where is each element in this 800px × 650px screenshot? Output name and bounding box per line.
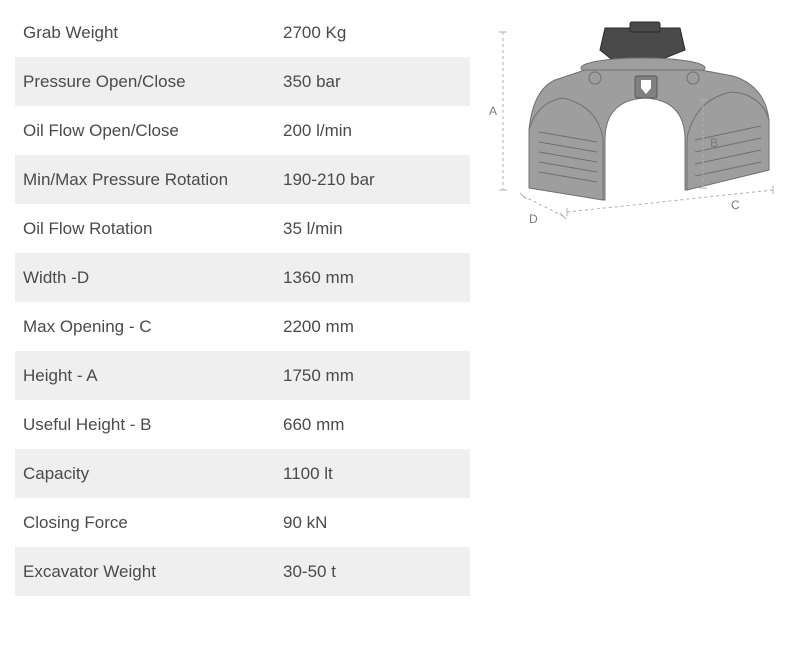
spec-label: Useful Height - B bbox=[23, 415, 283, 435]
spec-value: 660 mm bbox=[283, 415, 344, 435]
spec-row: Max Opening - C2200 mm bbox=[15, 302, 470, 351]
spec-row: Capacity1100 lt bbox=[15, 449, 470, 498]
spec-value: 190-210 bar bbox=[283, 170, 375, 190]
spec-label: Width -D bbox=[23, 268, 283, 288]
spec-value: 90 kN bbox=[283, 513, 327, 533]
spec-label: Capacity bbox=[23, 464, 283, 484]
dim-label-c: C bbox=[731, 198, 740, 212]
spec-table: Grab Weight2700 KgPressure Open/Close350… bbox=[0, 0, 470, 650]
spec-value: 2700 Kg bbox=[283, 23, 346, 43]
spec-value: 200 l/min bbox=[283, 121, 352, 141]
spec-label: Max Opening - C bbox=[23, 317, 283, 337]
spec-row: Oil Flow Open/Close200 l/min bbox=[15, 106, 470, 155]
spec-label: Grab Weight bbox=[23, 23, 283, 43]
spec-label: Excavator Weight bbox=[23, 562, 283, 582]
product-diagram: A B C D bbox=[485, 20, 785, 235]
spec-value: 35 l/min bbox=[283, 219, 343, 239]
spec-row: Useful Height - B660 mm bbox=[15, 400, 470, 449]
spec-row: Min/Max Pressure Rotation190-210 bar bbox=[15, 155, 470, 204]
spec-value: 30-50 t bbox=[283, 562, 336, 582]
spec-row: Oil Flow Rotation35 l/min bbox=[15, 204, 470, 253]
dim-label-b: B bbox=[710, 136, 718, 150]
spec-label: Oil Flow Rotation bbox=[23, 219, 283, 239]
spec-row: Width -D1360 mm bbox=[15, 253, 470, 302]
spec-row: Excavator Weight30-50 t bbox=[15, 547, 470, 596]
spec-value: 1750 mm bbox=[283, 366, 354, 386]
spec-value: 350 bar bbox=[283, 72, 341, 92]
spec-value: 2200 mm bbox=[283, 317, 354, 337]
spec-row: Height - A1750 mm bbox=[15, 351, 470, 400]
spec-label: Closing Force bbox=[23, 513, 283, 533]
spec-row: Grab Weight2700 Kg bbox=[15, 8, 470, 57]
spec-label: Pressure Open/Close bbox=[23, 72, 283, 92]
dim-label-d: D bbox=[529, 212, 538, 226]
spec-value: 1360 mm bbox=[283, 268, 354, 288]
spec-value: 1100 lt bbox=[283, 464, 333, 484]
spec-label: Oil Flow Open/Close bbox=[23, 121, 283, 141]
spec-row: Pressure Open/Close350 bar bbox=[15, 57, 470, 106]
spec-label: Min/Max Pressure Rotation bbox=[23, 170, 283, 190]
dim-label-a: A bbox=[489, 104, 497, 118]
spec-label: Height - A bbox=[23, 366, 283, 386]
spec-row: Closing Force90 kN bbox=[15, 498, 470, 547]
